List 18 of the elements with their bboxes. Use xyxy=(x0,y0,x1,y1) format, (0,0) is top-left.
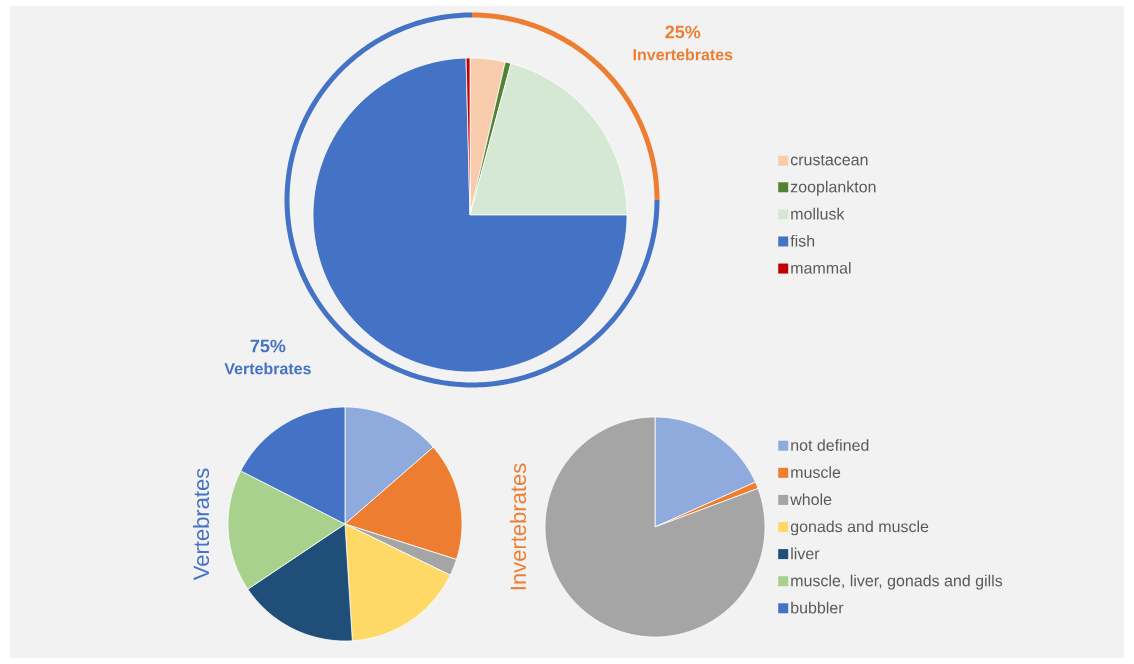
legend-label: muscle, liver, gonads and gills xyxy=(791,574,1003,590)
text: Vertebrates xyxy=(192,468,210,581)
legend-label: bubbler xyxy=(791,601,844,614)
legend-label: mollusk xyxy=(791,207,845,220)
text: Invertebrates xyxy=(509,463,527,590)
legend-label: whole xyxy=(790,493,832,506)
data-label: 75% xyxy=(250,339,286,353)
slice-label: Invertebrates xyxy=(633,48,733,61)
legend-label: liver xyxy=(791,547,820,560)
legend-label: fish xyxy=(790,234,815,247)
legend-label: crustacean xyxy=(790,154,868,166)
legend-label: not defined xyxy=(791,439,869,451)
legend-label: gonads and muscle xyxy=(790,520,929,536)
slice-label: Vertebrates xyxy=(224,362,311,375)
legend-label: muscle xyxy=(791,466,841,479)
legend-label: mammal xyxy=(791,262,851,274)
data-label: 25% xyxy=(665,25,701,39)
legend-label: zooplankton xyxy=(790,180,876,196)
